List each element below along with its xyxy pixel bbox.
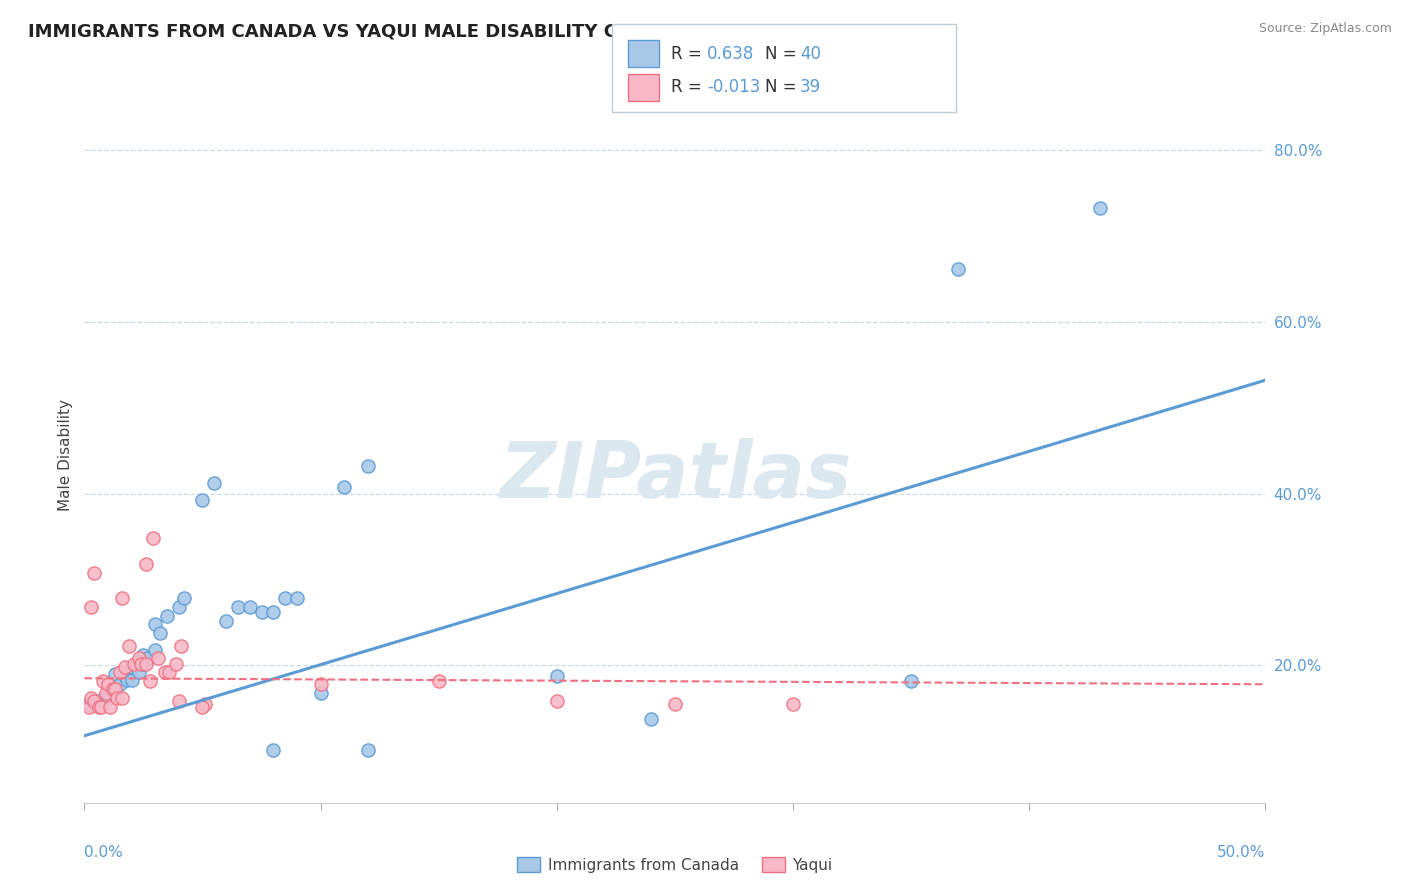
Point xyxy=(98,699,121,714)
Point xyxy=(135,557,157,571)
Point xyxy=(226,599,249,614)
Point xyxy=(104,682,127,697)
Point xyxy=(94,686,117,700)
Point xyxy=(80,599,103,614)
Point xyxy=(84,697,107,711)
Point xyxy=(173,591,195,606)
Point xyxy=(427,673,450,688)
Point xyxy=(194,697,217,711)
Point xyxy=(239,599,262,614)
Text: R =: R = xyxy=(671,45,707,62)
Legend: Immigrants from Canada, Yaqui: Immigrants from Canada, Yaqui xyxy=(512,850,838,879)
Text: N =: N = xyxy=(765,78,801,96)
Text: 50.0%: 50.0% xyxy=(1218,845,1265,860)
Point xyxy=(250,605,273,619)
Text: -0.013: -0.013 xyxy=(707,78,761,96)
Point xyxy=(121,673,143,687)
Point xyxy=(142,531,165,545)
Point xyxy=(215,614,238,628)
Point xyxy=(157,665,180,680)
Point xyxy=(114,668,136,682)
Text: N =: N = xyxy=(765,45,801,62)
Point xyxy=(121,660,143,674)
Point xyxy=(149,625,172,640)
Text: Source: ZipAtlas.com: Source: ZipAtlas.com xyxy=(1258,22,1392,36)
Point xyxy=(83,566,105,580)
Point xyxy=(114,660,136,674)
Point xyxy=(664,697,686,711)
Point xyxy=(167,694,190,708)
Text: R =: R = xyxy=(671,78,707,96)
Point xyxy=(132,648,155,662)
Point xyxy=(91,673,114,688)
Point xyxy=(640,712,662,726)
Point xyxy=(104,667,127,681)
Point xyxy=(143,617,166,632)
Point xyxy=(135,657,157,671)
Point xyxy=(132,657,155,671)
Point xyxy=(262,605,284,619)
Point xyxy=(107,691,129,706)
Point xyxy=(118,640,141,654)
Point xyxy=(546,668,568,682)
Point xyxy=(1088,202,1111,216)
Point xyxy=(782,697,804,711)
Point xyxy=(139,673,162,688)
Point xyxy=(153,665,176,680)
Point xyxy=(948,261,970,276)
Point xyxy=(143,643,166,657)
Point xyxy=(97,691,120,706)
Point xyxy=(97,677,120,691)
Point xyxy=(202,476,225,491)
Point xyxy=(77,697,100,711)
Point xyxy=(309,677,332,691)
Point xyxy=(90,699,112,714)
Text: 40: 40 xyxy=(800,45,821,62)
Point xyxy=(170,640,193,654)
Point xyxy=(900,673,922,688)
Point xyxy=(111,591,134,606)
Point xyxy=(136,651,159,665)
Point xyxy=(167,599,190,614)
Point xyxy=(285,591,308,606)
Y-axis label: Male Disability: Male Disability xyxy=(58,399,73,511)
Point xyxy=(80,691,103,706)
Point xyxy=(115,673,138,687)
Point xyxy=(166,657,188,671)
Point xyxy=(77,699,100,714)
Text: 39: 39 xyxy=(800,78,821,96)
Point xyxy=(108,665,131,680)
Point xyxy=(101,682,124,697)
Point xyxy=(128,651,150,665)
Point xyxy=(108,677,131,691)
Point xyxy=(333,480,356,494)
Point xyxy=(90,692,112,706)
Point xyxy=(357,742,380,756)
Point xyxy=(83,694,105,708)
Point xyxy=(156,608,179,623)
Text: IMMIGRANTS FROM CANADA VS YAQUI MALE DISABILITY CORRELATION CHART: IMMIGRANTS FROM CANADA VS YAQUI MALE DIS… xyxy=(28,22,818,40)
Point xyxy=(309,686,332,700)
Point xyxy=(111,691,134,706)
Point xyxy=(191,493,214,508)
Point xyxy=(87,699,110,714)
Point xyxy=(97,682,120,697)
Point xyxy=(262,742,284,756)
Text: 0.638: 0.638 xyxy=(707,45,755,62)
Point xyxy=(128,665,150,680)
Text: 0.0%: 0.0% xyxy=(84,845,124,860)
Point xyxy=(129,657,152,671)
Point xyxy=(274,591,297,606)
Text: ZIPatlas: ZIPatlas xyxy=(499,438,851,514)
Point xyxy=(101,682,124,697)
Point xyxy=(191,699,214,714)
Point xyxy=(122,657,145,671)
Point xyxy=(146,651,169,665)
Point xyxy=(357,459,380,474)
Point xyxy=(546,694,568,708)
